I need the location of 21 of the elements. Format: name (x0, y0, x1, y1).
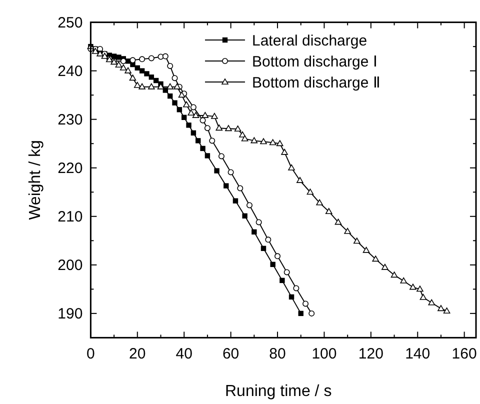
x-tick-label: 60 (222, 346, 240, 363)
x-tick-label: 0 (86, 346, 95, 363)
legend-label: Bottom discharge Ⅱ (252, 74, 380, 92)
x-axis-title: Runing time / s (224, 383, 332, 400)
y-tick-label: 210 (58, 208, 83, 226)
x-tick-label: 140 (405, 346, 430, 363)
legend-label: Bottom discharge Ⅰ (252, 53, 377, 70)
x-tick-label: 80 (269, 346, 286, 363)
y-tick-label: 200 (58, 257, 83, 274)
y-tick-label: 230 (58, 112, 83, 129)
x-tick-label: 120 (358, 346, 384, 363)
x-tick-label: 100 (312, 346, 337, 363)
y-tick-label: 240 (58, 63, 83, 80)
x-tick-label: 40 (176, 346, 192, 363)
y-tick-label: 220 (58, 160, 83, 178)
y-tick-label: 190 (58, 306, 83, 323)
y-axis-title: Weight / kg (27, 140, 44, 220)
x-tick-label: 20 (129, 346, 146, 363)
x-tick-label: 160 (452, 346, 477, 363)
y-tick-label: 250 (58, 14, 83, 32)
legend-label: Lateral discharge (252, 32, 368, 50)
